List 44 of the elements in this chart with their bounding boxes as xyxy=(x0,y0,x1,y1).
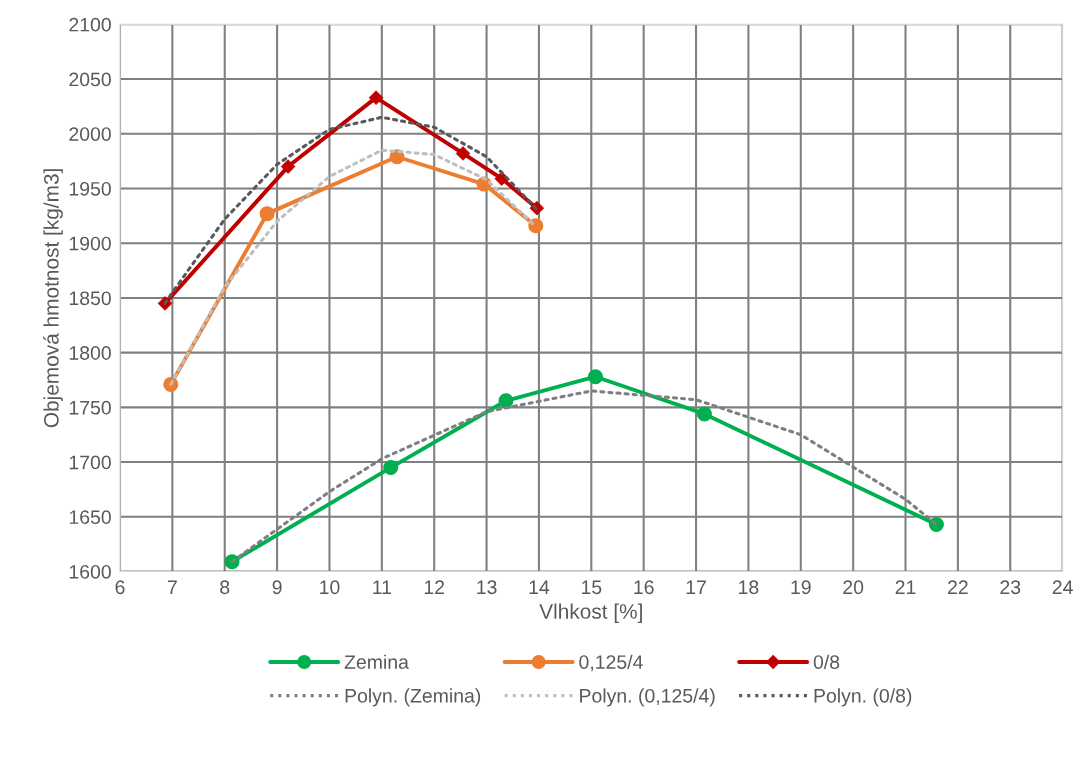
x-tick-label: 16 xyxy=(634,580,654,595)
point xyxy=(696,406,712,422)
point xyxy=(498,393,514,409)
legend-label: Zemina xyxy=(344,654,409,669)
x-tick-label: 19 xyxy=(791,580,811,595)
y-tick-label: 1900 xyxy=(69,236,111,251)
x-tick-label: 7 xyxy=(167,580,177,594)
y-tick-label: 2100 xyxy=(69,17,111,32)
legend-label: Polyn. (0/8) xyxy=(814,688,912,707)
legend-label: 0/8 xyxy=(813,654,840,669)
x-tick-label: 8 xyxy=(220,580,230,595)
y-tick-label: 1700 xyxy=(69,455,111,470)
x-tick-label: 13 xyxy=(477,580,497,595)
x-tick-label: 23 xyxy=(1000,580,1021,595)
y-tick-label: 1750 xyxy=(69,400,111,415)
y-tick-label: 1600 xyxy=(69,564,111,579)
legend-label: Polyn. (Zemina) xyxy=(345,688,481,707)
x-tick-label: 15 xyxy=(581,580,602,595)
point xyxy=(259,206,275,222)
x-axis-title: Vlhkost [%] xyxy=(539,603,642,623)
x-tick-label: 18 xyxy=(739,580,759,595)
y-tick-label: 2050 xyxy=(69,72,111,87)
y-axis-title: Objemová hmotnost [kg/m3] xyxy=(43,169,63,428)
x-tick-label: 9 xyxy=(272,580,282,595)
legend-label: Polyn. (0,125/4) xyxy=(580,688,715,707)
y-tick-label: 1850 xyxy=(69,291,111,306)
y-tick-label: 1800 xyxy=(69,346,111,360)
legend-label: 0,125/4 xyxy=(579,654,643,672)
x-tick-label: 10 xyxy=(320,580,340,595)
x-tick-label: 17 xyxy=(686,580,706,594)
x-tick-label: 21 xyxy=(895,580,916,594)
point xyxy=(528,218,544,234)
y-tick-label: 1650 xyxy=(69,510,111,525)
x-tick-label: 11 xyxy=(373,580,391,594)
point xyxy=(383,460,399,476)
x-tick-label: 20 xyxy=(843,580,864,595)
x-tick-label: 14 xyxy=(529,580,550,594)
x-tick-label: 22 xyxy=(948,580,968,594)
y-tick-label: 1950 xyxy=(69,181,111,196)
x-tick-label: 24 xyxy=(1052,580,1073,594)
y-tick-label: 2000 xyxy=(69,127,111,141)
x-tick-label: 12 xyxy=(424,580,445,594)
x-tick-label: 6 xyxy=(115,580,125,595)
point xyxy=(587,369,603,385)
